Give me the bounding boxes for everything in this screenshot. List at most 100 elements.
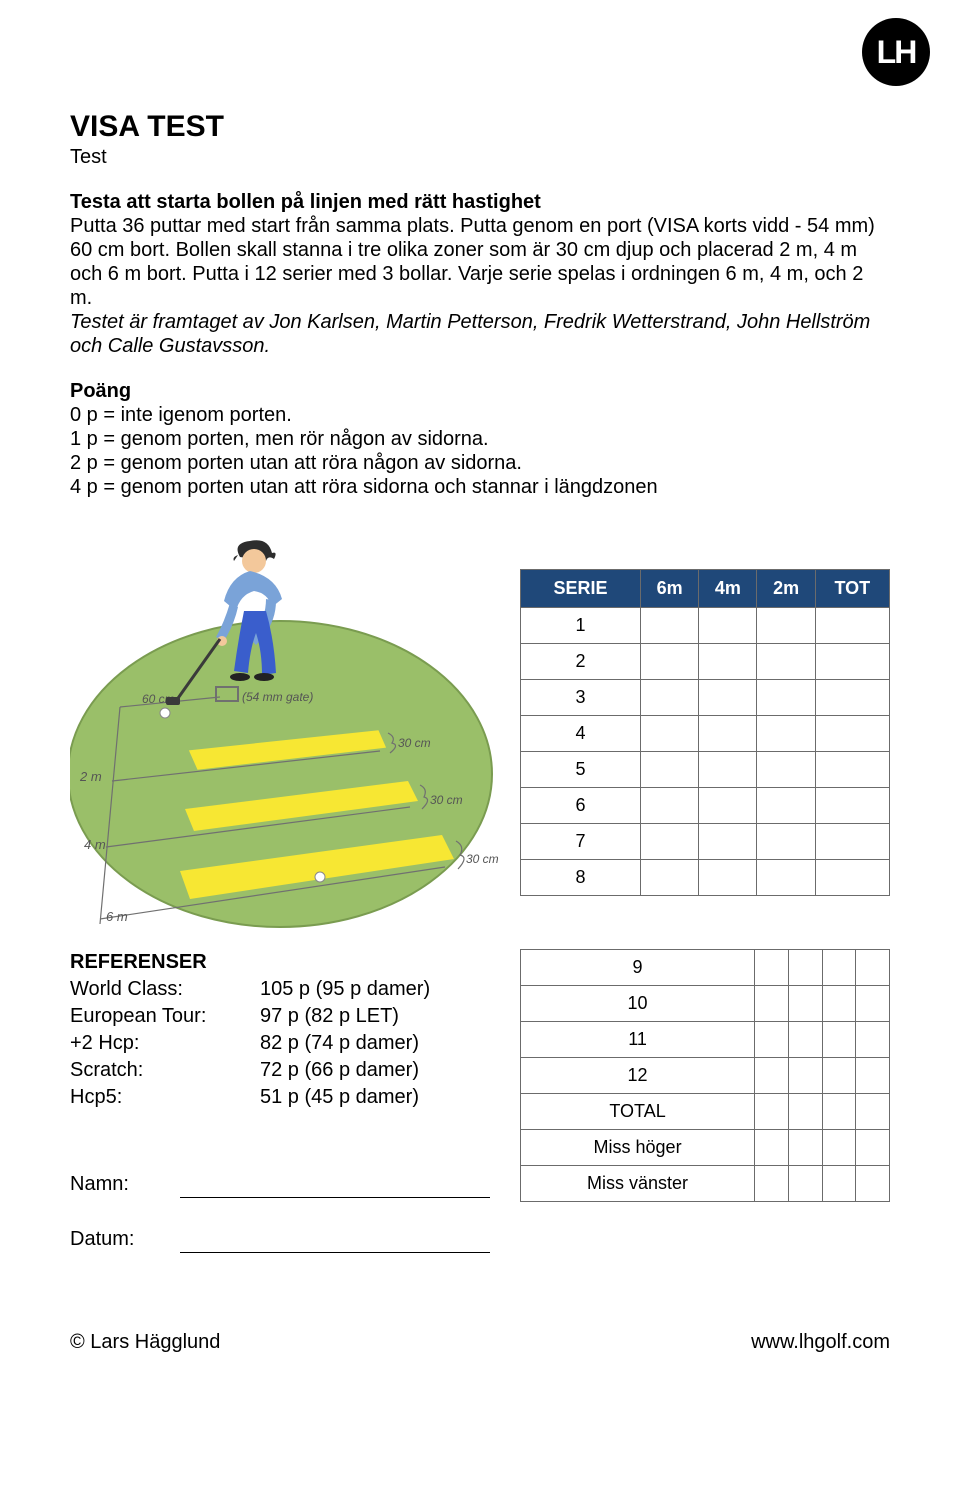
ref-row: Hcp5: 51 p (45 p damer): [70, 1084, 490, 1111]
score-cell[interactable]: [757, 752, 815, 788]
score-cell[interactable]: [641, 860, 699, 896]
ref-row: World Class: 105 p (95 p damer): [70, 976, 490, 1003]
score-row-label: 6: [521, 788, 641, 824]
score-cell[interactable]: [699, 788, 757, 824]
score-cell[interactable]: [757, 824, 815, 860]
footer-copyright: © Lars Hägglund: [70, 1331, 220, 1354]
score-cell[interactable]: [815, 644, 889, 680]
ball: [160, 708, 170, 718]
score-cell[interactable]: [755, 1166, 789, 1202]
score-cell[interactable]: [755, 1022, 789, 1058]
score-cell[interactable]: [757, 860, 815, 896]
score-cell[interactable]: [822, 1058, 856, 1094]
score-row-label: 9: [521, 950, 755, 986]
score-row: 7: [521, 824, 890, 860]
score-cell[interactable]: [815, 860, 889, 896]
score-cell[interactable]: [699, 824, 757, 860]
score-cell[interactable]: [788, 950, 822, 986]
score-cell[interactable]: [755, 986, 789, 1022]
score-cell[interactable]: [757, 788, 815, 824]
score-cell[interactable]: [699, 644, 757, 680]
score-cell[interactable]: [757, 716, 815, 752]
score-cell[interactable]: [856, 950, 890, 986]
date-field-line[interactable]: [180, 1231, 490, 1253]
score-cell[interactable]: [788, 986, 822, 1022]
score-cell[interactable]: [699, 716, 757, 752]
poang-line: 2 p = genom porten utan att röra någon a…: [70, 451, 890, 475]
score-cell[interactable]: [815, 788, 889, 824]
score-cell[interactable]: [822, 986, 856, 1022]
score-row-label: Miss vänster: [521, 1166, 755, 1202]
score-table-lower: 9101112TOTALMiss högerMiss vänster: [520, 949, 890, 1202]
score-cell[interactable]: [641, 608, 699, 644]
score-row: 4: [521, 716, 890, 752]
score-cell[interactable]: [856, 1094, 890, 1130]
footer-url: www.lhgolf.com: [751, 1331, 890, 1354]
score-cell[interactable]: [822, 1166, 856, 1202]
score-cell[interactable]: [815, 716, 889, 752]
label-30b: 30 cm: [430, 793, 463, 807]
ref-label: Scratch:: [70, 1057, 260, 1084]
score-cell[interactable]: [641, 680, 699, 716]
ref-value: 97 p (82 p LET): [260, 1003, 399, 1030]
score-cell[interactable]: [856, 1130, 890, 1166]
label-30a: 30 cm: [398, 736, 431, 750]
score-col-header: 4m: [699, 570, 757, 608]
score-cell[interactable]: [641, 824, 699, 860]
name-field-line[interactable]: [180, 1176, 490, 1198]
score-cell[interactable]: [755, 950, 789, 986]
score-row-label: 1: [521, 608, 641, 644]
score-cell[interactable]: [699, 680, 757, 716]
score-row: 10: [521, 986, 890, 1022]
ref-label: +2 Hcp:: [70, 1030, 260, 1057]
ref-value: 82 p (74 p damer): [260, 1030, 419, 1057]
score-cell[interactable]: [856, 1058, 890, 1094]
date-field-label: Datum:: [70, 1226, 180, 1253]
score-cell[interactable]: [856, 986, 890, 1022]
score-cell[interactable]: [788, 1166, 822, 1202]
score-cell[interactable]: [822, 1022, 856, 1058]
ref-value: 105 p (95 p damer): [260, 976, 430, 1003]
score-cell[interactable]: [822, 1130, 856, 1166]
ref-value: 51 p (45 p damer): [260, 1084, 419, 1111]
score-cell[interactable]: [788, 1094, 822, 1130]
score-cell[interactable]: [788, 1058, 822, 1094]
score-cell[interactable]: [856, 1166, 890, 1202]
score-cell[interactable]: [641, 716, 699, 752]
ref-row: Scratch: 72 p (66 p damer): [70, 1057, 490, 1084]
score-cell[interactable]: [755, 1058, 789, 1094]
score-cell[interactable]: [822, 950, 856, 986]
score-cell[interactable]: [757, 608, 815, 644]
score-row-label: 4: [521, 716, 641, 752]
score-cell[interactable]: [699, 608, 757, 644]
ball: [315, 872, 325, 882]
score-cell[interactable]: [788, 1022, 822, 1058]
score-cell[interactable]: [757, 644, 815, 680]
score-row: 9: [521, 950, 890, 986]
score-cell[interactable]: [856, 1022, 890, 1058]
score-cell[interactable]: [815, 824, 889, 860]
logo-text: LH: [877, 34, 916, 71]
score-row: 11: [521, 1022, 890, 1058]
score-row-label: 8: [521, 860, 641, 896]
score-row-label: TOTAL: [521, 1094, 755, 1130]
score-cell[interactable]: [788, 1130, 822, 1166]
score-row: 12: [521, 1058, 890, 1094]
score-cell[interactable]: [641, 644, 699, 680]
score-cell[interactable]: [699, 752, 757, 788]
score-cell[interactable]: [757, 680, 815, 716]
poang-line: 4 p = genom porten utan att röra sidorna…: [70, 475, 890, 499]
score-cell[interactable]: [815, 752, 889, 788]
label-4m: 4 m: [84, 837, 106, 852]
score-cell[interactable]: [755, 1094, 789, 1130]
poang-line: 0 p = inte igenom porten.: [70, 403, 890, 427]
score-cell[interactable]: [815, 680, 889, 716]
score-cell[interactable]: [641, 788, 699, 824]
score-row: 1: [521, 608, 890, 644]
ref-label: European Tour:: [70, 1003, 260, 1030]
score-cell[interactable]: [822, 1094, 856, 1130]
score-cell[interactable]: [699, 860, 757, 896]
score-cell[interactable]: [641, 752, 699, 788]
score-cell[interactable]: [815, 608, 889, 644]
score-cell[interactable]: [755, 1130, 789, 1166]
